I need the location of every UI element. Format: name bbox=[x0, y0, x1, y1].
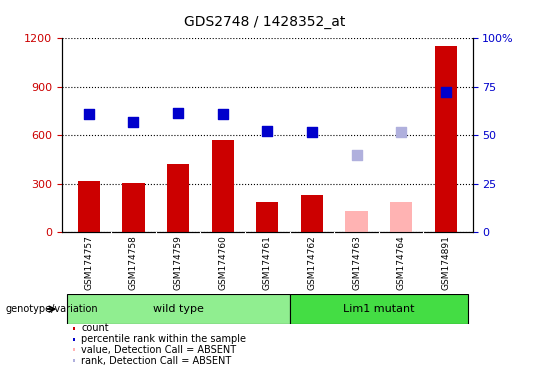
Point bbox=[174, 110, 183, 116]
Text: wild type: wild type bbox=[153, 304, 204, 314]
Point bbox=[85, 111, 93, 118]
Bar bbox=[73, 348, 76, 351]
Text: GSM174758: GSM174758 bbox=[129, 236, 138, 290]
Text: GDS2748 / 1428352_at: GDS2748 / 1428352_at bbox=[184, 15, 345, 29]
Point bbox=[218, 111, 227, 118]
Bar bbox=[346, 211, 368, 232]
Text: GSM174763: GSM174763 bbox=[352, 236, 361, 290]
Bar bbox=[167, 164, 189, 232]
Text: GSM174757: GSM174757 bbox=[84, 236, 93, 290]
Text: percentile rank within the sample: percentile rank within the sample bbox=[82, 334, 246, 344]
Bar bbox=[78, 180, 100, 232]
Bar bbox=[73, 327, 76, 330]
Point bbox=[441, 89, 450, 95]
Bar bbox=[390, 202, 412, 232]
Text: genotype/variation: genotype/variation bbox=[5, 304, 98, 314]
Point bbox=[129, 119, 138, 126]
Point bbox=[308, 129, 316, 135]
Bar bbox=[73, 359, 76, 362]
Bar bbox=[123, 183, 145, 232]
Bar bbox=[256, 202, 279, 232]
Bar bbox=[73, 338, 76, 341]
Text: GSM174760: GSM174760 bbox=[218, 236, 227, 290]
Bar bbox=[66, 294, 289, 324]
Text: rank, Detection Call = ABSENT: rank, Detection Call = ABSENT bbox=[82, 356, 232, 366]
Text: count: count bbox=[82, 323, 109, 333]
Point bbox=[263, 127, 272, 134]
Bar bbox=[301, 195, 323, 232]
Text: Lim1 mutant: Lim1 mutant bbox=[343, 304, 415, 314]
Point bbox=[352, 152, 361, 158]
Text: GSM174891: GSM174891 bbox=[441, 236, 450, 290]
Bar bbox=[212, 140, 234, 232]
Bar bbox=[435, 46, 457, 232]
Text: value, Detection Call = ABSENT: value, Detection Call = ABSENT bbox=[82, 345, 237, 355]
Text: GSM174762: GSM174762 bbox=[307, 236, 316, 290]
Text: GSM174759: GSM174759 bbox=[173, 236, 183, 290]
Bar bbox=[289, 294, 468, 324]
Text: GSM174761: GSM174761 bbox=[263, 236, 272, 290]
Point bbox=[397, 129, 406, 135]
Text: GSM174764: GSM174764 bbox=[396, 236, 406, 290]
